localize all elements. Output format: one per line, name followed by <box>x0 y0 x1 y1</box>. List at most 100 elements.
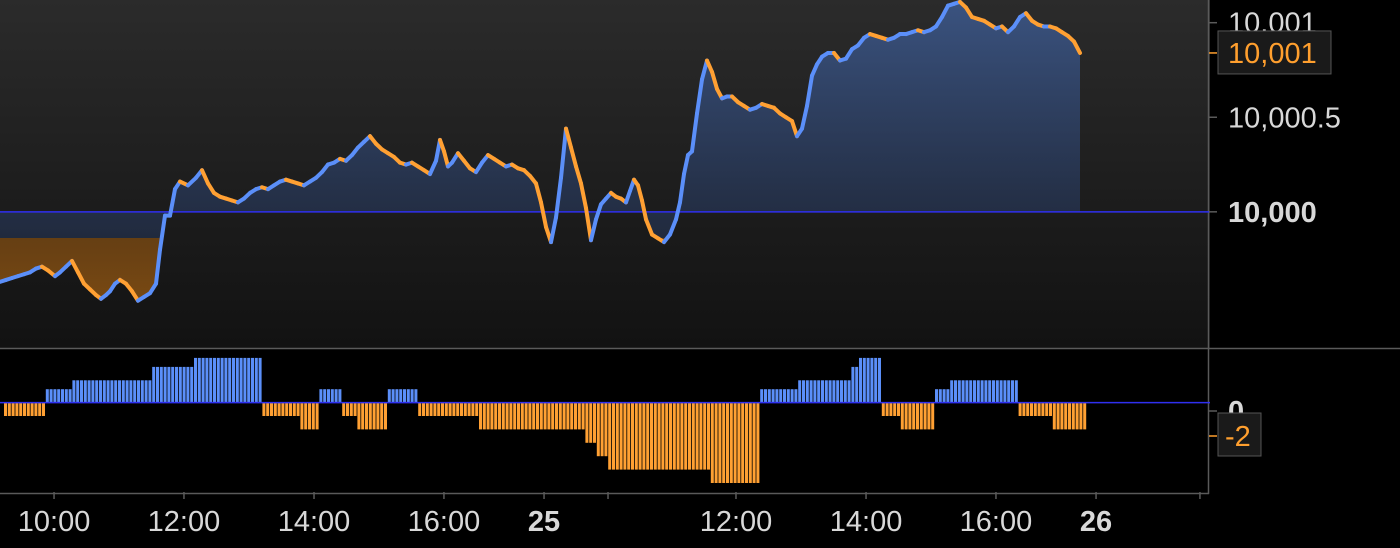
momentum-bar <box>80 380 83 403</box>
momentum-bar <box>870 357 874 403</box>
price-segment <box>636 183 644 203</box>
momentum-bar <box>517 402 520 430</box>
momentum-bar <box>281 402 285 416</box>
momentum-bar <box>604 402 608 457</box>
momentum-bar <box>574 402 577 430</box>
momentum-bar <box>699 402 703 470</box>
momentum-bar <box>140 380 144 403</box>
price-line <box>0 0 1082 303</box>
momentum-bar <box>258 357 262 403</box>
momentum-bar <box>391 389 395 403</box>
momentum-bar <box>600 402 604 457</box>
momentum-bar <box>99 380 102 403</box>
price-area-above-baseline <box>0 1 1080 238</box>
momentum-bar <box>653 402 657 470</box>
momentum-bar <box>585 402 589 443</box>
momentum-bar <box>277 402 281 416</box>
momentum-bar <box>243 357 247 403</box>
momentum-bar <box>536 402 539 430</box>
momentum-bar <box>346 402 349 416</box>
momentum-bar <box>718 402 722 483</box>
momentum-bars <box>4 357 1087 483</box>
momentum-bar <box>695 402 699 470</box>
momentum-bar <box>908 402 912 430</box>
momentum-bar <box>840 380 843 403</box>
momentum-bar <box>897 402 900 416</box>
momentum-bar <box>1056 402 1060 430</box>
price-segment <box>539 200 548 229</box>
time-tick-label: 16:00 <box>960 506 1033 538</box>
price-segment <box>690 111 699 154</box>
momentum-bar <box>376 402 380 430</box>
momentum-bar <box>832 380 836 403</box>
momentum-bar <box>688 402 691 470</box>
momentum-last-tag <box>1217 412 1262 457</box>
momentum-bar <box>847 380 851 403</box>
momentum-bar <box>1049 402 1052 416</box>
momentum-bar <box>133 380 137 403</box>
price-segment <box>579 181 588 211</box>
momentum-bar <box>878 357 881 403</box>
momentum-bar <box>646 402 650 470</box>
price-segment <box>200 168 210 186</box>
price-segment <box>640 198 648 222</box>
momentum-bar <box>34 402 38 416</box>
momentum-bar <box>270 402 273 416</box>
momentum-bar <box>771 389 775 403</box>
momentum-bar <box>931 402 935 430</box>
price-tick-label: 10,000 <box>1228 197 1317 229</box>
momentum-bar <box>919 402 923 430</box>
momentum-bar <box>273 402 277 416</box>
price-segment <box>564 126 573 150</box>
momentum-bar <box>144 380 148 403</box>
momentum-bar <box>262 402 266 416</box>
momentum-bar <box>665 402 669 470</box>
momentum-bar <box>429 402 433 416</box>
momentum-bar <box>619 402 623 470</box>
momentum-bar <box>1064 402 1068 430</box>
momentum-bar <box>729 402 733 483</box>
momentum-bar <box>984 380 988 403</box>
momentum-bar <box>190 366 194 403</box>
momentum-bar <box>1033 402 1037 416</box>
time-tick-label: 14:00 <box>830 506 903 538</box>
momentum-bar <box>494 402 498 430</box>
momentum-bar <box>821 380 824 403</box>
momentum-bar <box>224 357 228 403</box>
price-tick-label: 10,000.5 <box>1228 102 1341 134</box>
momentum-bar <box>805 380 809 403</box>
momentum-bar <box>437 402 441 416</box>
time-tick-label: 12:00 <box>700 506 773 538</box>
momentum-bar <box>786 389 790 403</box>
momentum-bar <box>15 402 19 416</box>
momentum-bar <box>368 402 372 430</box>
momentum-bar <box>57 389 61 403</box>
momentum-bar <box>980 380 984 403</box>
price-segment <box>574 164 583 186</box>
momentum-bar <box>76 380 80 403</box>
momentum-bar <box>566 402 570 430</box>
price-segment <box>559 126 568 180</box>
momentum-bar <box>209 357 213 403</box>
momentum-bar <box>973 380 976 403</box>
momentum-bar <box>232 357 235 403</box>
momentum-bar <box>479 402 482 430</box>
momentum-bar <box>95 380 99 403</box>
momentum-bar <box>467 402 471 416</box>
momentum-bar <box>505 402 509 430</box>
price-segment <box>534 181 543 205</box>
momentum-bar <box>1083 402 1087 430</box>
momentum-bar <box>53 389 57 403</box>
momentum-bar <box>289 402 292 416</box>
momentum-bar <box>254 357 258 403</box>
momentum-bar <box>42 402 45 416</box>
price-segment <box>549 215 558 245</box>
axis-background <box>1210 0 1400 548</box>
momentum-bar <box>726 402 729 483</box>
momentum-bar <box>551 402 555 430</box>
momentum-bar <box>676 402 680 470</box>
momentum-bar <box>999 380 1003 403</box>
momentum-last-label: -2 <box>1225 421 1251 453</box>
momentum-bar <box>745 402 748 483</box>
